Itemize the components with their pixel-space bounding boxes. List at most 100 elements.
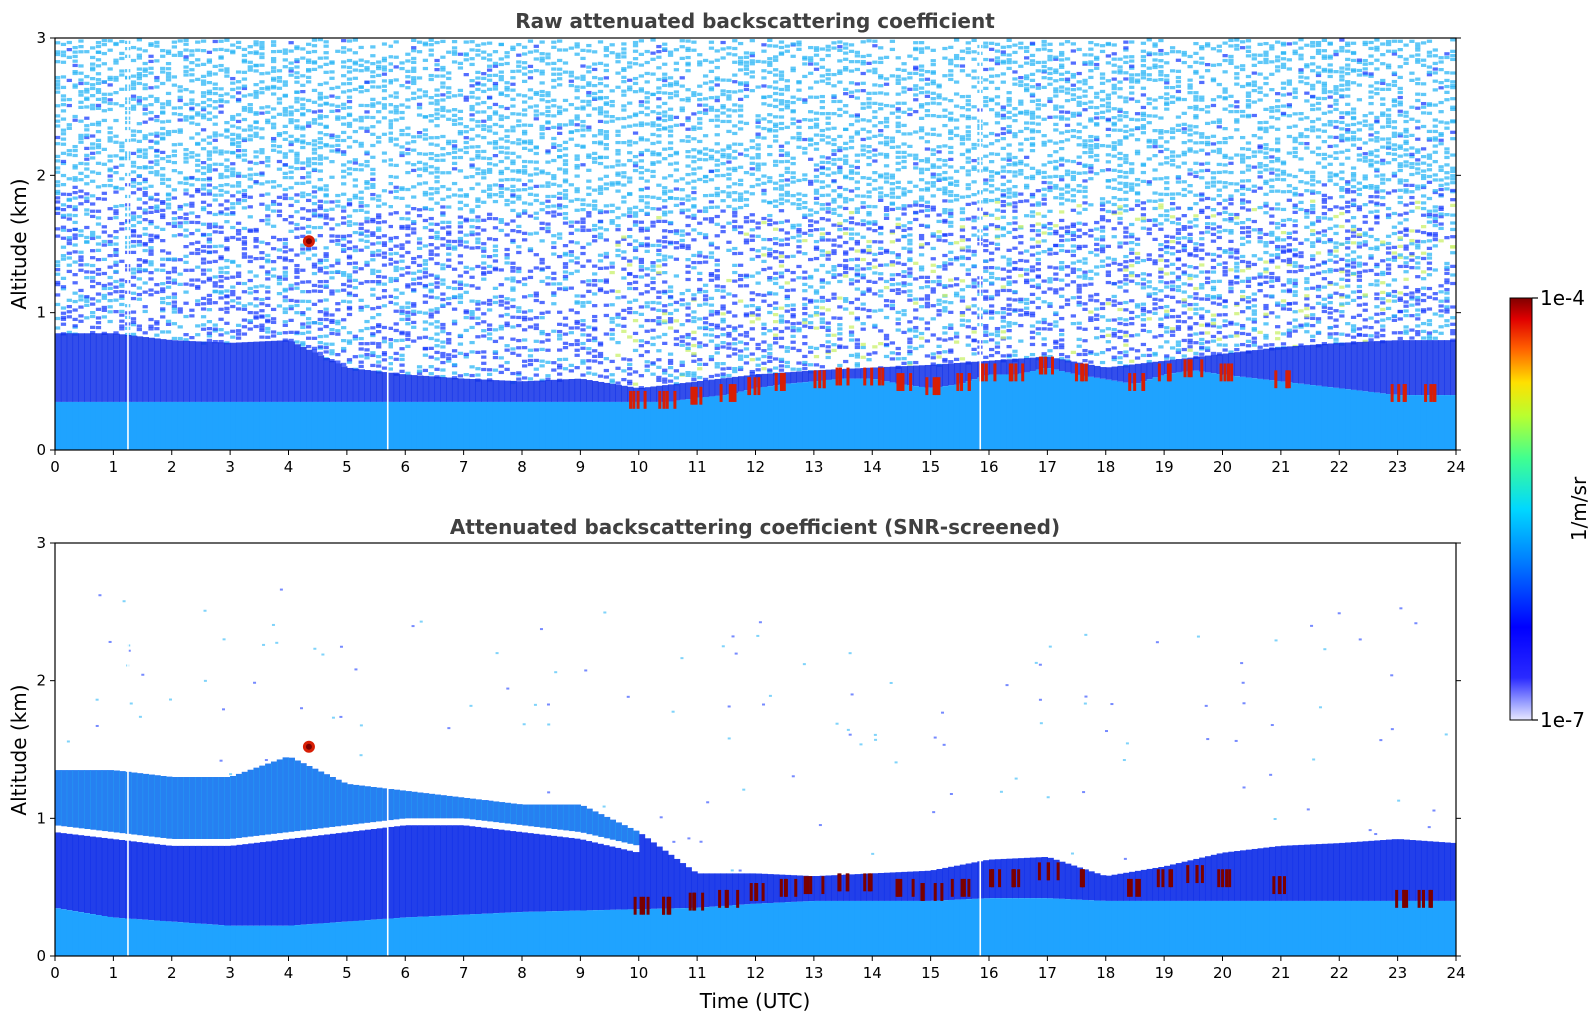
noise-cell <box>335 85 341 89</box>
noise-cell <box>241 325 248 329</box>
noise-cell <box>370 197 376 201</box>
noise-cell <box>498 105 504 109</box>
noise-cell <box>510 47 516 52</box>
noise-cell <box>364 348 370 352</box>
noise-cell <box>84 225 90 230</box>
noise-cell <box>638 344 645 348</box>
noise-cell <box>113 209 119 213</box>
noise-cell <box>451 167 458 171</box>
noise-cell <box>142 190 148 195</box>
noise-cell <box>253 237 259 241</box>
noise-cell <box>481 42 487 46</box>
noise-cell <box>55 90 61 94</box>
noise-cell <box>557 131 563 135</box>
noise-cell <box>737 178 744 182</box>
noise-cell <box>539 127 545 131</box>
noise-cell <box>743 121 750 126</box>
noise-cell <box>422 166 429 170</box>
noise-cell <box>218 87 224 91</box>
noise-cell <box>697 209 703 213</box>
noise-cell <box>270 136 277 141</box>
noise-cell <box>428 53 434 57</box>
noise-cell <box>224 248 230 252</box>
noise-cell <box>224 165 230 169</box>
noise-cell <box>107 298 113 303</box>
noise-cell <box>282 299 288 303</box>
noise-cell <box>650 372 656 376</box>
noise-cell <box>650 276 656 280</box>
noise-cell <box>376 235 382 240</box>
noise-cell <box>341 163 347 167</box>
noise-cell <box>808 125 814 130</box>
noise-cell <box>685 135 691 139</box>
noise-cell <box>323 81 329 85</box>
noise-cell <box>813 196 820 200</box>
noise-cell <box>702 377 709 382</box>
noise-cell <box>790 117 796 121</box>
noise-cell <box>358 360 364 364</box>
noise-cell <box>60 50 67 54</box>
noise-cell <box>481 169 487 173</box>
noise-cell <box>405 301 411 305</box>
noise-cell <box>819 325 825 329</box>
noise-cell <box>557 357 563 362</box>
noise-cell <box>662 380 668 384</box>
noise-cell <box>702 294 709 298</box>
noise-cell <box>802 98 808 102</box>
noise-cell <box>405 132 411 137</box>
noise-cell <box>498 190 504 195</box>
noise-cell <box>533 339 539 343</box>
noise-cell <box>329 217 335 221</box>
noise-cell <box>451 118 458 122</box>
noise-cell <box>796 367 802 372</box>
noise-cell <box>84 96 90 100</box>
noise-cell <box>235 307 242 311</box>
noise-cell <box>813 80 820 84</box>
noise-cell <box>469 299 475 303</box>
noise-cell <box>160 167 166 171</box>
noise-cell <box>516 315 522 320</box>
noise-cell <box>148 222 154 226</box>
noise-cell <box>708 241 715 245</box>
noise-cell <box>796 47 802 51</box>
noise-cell <box>119 145 125 149</box>
noise-cell <box>621 237 627 241</box>
noise-cell <box>632 331 639 336</box>
noise-cell <box>773 134 779 138</box>
noise-cell <box>247 177 253 181</box>
noise-cell <box>142 165 148 169</box>
noise-cell <box>486 68 493 72</box>
noise-cell <box>90 279 96 283</box>
noise-cell <box>714 168 720 173</box>
noise-cell <box>784 281 790 285</box>
noise-cell <box>218 284 224 289</box>
noise-cell <box>486 41 493 45</box>
noise-cell <box>183 160 189 164</box>
noise-cell <box>726 108 732 112</box>
noise-cell <box>189 314 195 318</box>
noise-cell <box>755 313 761 317</box>
noise-cell <box>78 229 84 233</box>
noise-cell <box>743 197 750 202</box>
noise-cell <box>434 234 440 238</box>
noise-cell <box>627 300 633 304</box>
noise-cell <box>778 99 785 103</box>
noise-cell <box>212 281 218 285</box>
noise-cell <box>148 86 154 90</box>
noise-cell <box>802 62 808 66</box>
noise-cell <box>270 69 277 73</box>
noise-cell <box>755 342 761 347</box>
noise-cell <box>632 310 639 315</box>
noise-cell <box>481 355 487 359</box>
noise-cell <box>411 195 417 199</box>
noise-cell <box>224 220 230 224</box>
noise-cell <box>428 222 434 226</box>
noise-cell <box>294 124 300 128</box>
noise-cell <box>638 39 645 43</box>
noise-cell <box>422 162 429 166</box>
noise-cell <box>522 346 528 350</box>
noise-cell <box>761 174 767 178</box>
noise-cell <box>720 148 726 152</box>
noise-cell <box>376 305 382 310</box>
noise-cell <box>66 256 72 260</box>
